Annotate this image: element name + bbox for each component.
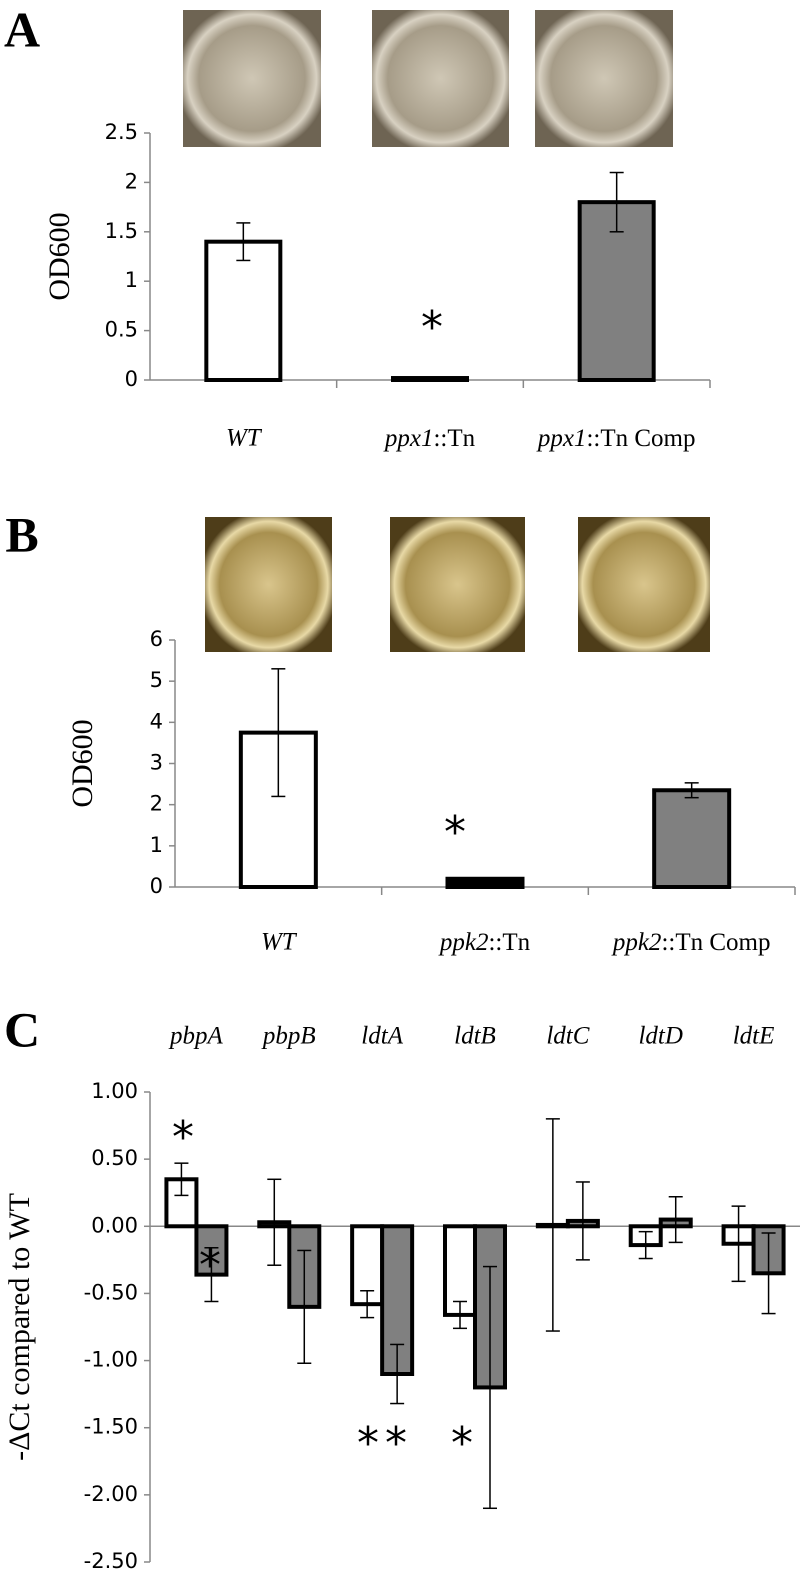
y-tick-label: 2: [125, 169, 138, 193]
photo: [390, 517, 525, 652]
y-tick-label: 0.00: [91, 1213, 138, 1237]
x-tick-label: ppk2::Tn: [438, 929, 531, 956]
x-tick-label: ldtE: [733, 1023, 775, 1050]
y-tick-label: 0.5: [105, 318, 138, 342]
significance-marker: *: [385, 1418, 407, 1469]
y-tick-label: -0.50: [84, 1280, 138, 1304]
y-axis-label: OD600: [43, 212, 76, 300]
x-tick-label: ppx1::Tn: [383, 425, 476, 452]
y-tick-label: 1: [125, 268, 138, 292]
y-tick-label: -2.50: [84, 1549, 138, 1572]
photo: [205, 517, 332, 652]
y-tick-label: -1.50: [84, 1415, 138, 1439]
photo: [535, 10, 673, 147]
y-tick-label: 0.50: [91, 1146, 138, 1170]
significance-marker: *: [199, 1240, 221, 1291]
photo: [183, 10, 321, 147]
y-tick-label: 1.00: [91, 1079, 138, 1103]
y-tick-label: 1.5: [105, 219, 138, 243]
x-tick-label: WT: [226, 425, 263, 452]
y-axis-label: -ΔCt compared to WT: [3, 1193, 36, 1461]
y-tick-label: 6: [150, 627, 163, 651]
y-axis-label: OD600: [66, 719, 99, 807]
panel-label: A: [4, 1, 40, 57]
significance-marker: *: [451, 1418, 473, 1469]
y-tick-label: 3: [150, 751, 163, 775]
panel-label: C: [4, 1001, 40, 1057]
y-tick-label: 2.5: [105, 120, 138, 144]
y-tick-label: 0: [150, 874, 163, 898]
significance-marker: *: [444, 807, 466, 858]
x-tick-label: ppk2::Tn Comp: [611, 929, 771, 956]
y-tick-label: 4: [150, 709, 163, 733]
x-tick-label: ldtB: [454, 1023, 496, 1050]
x-tick-label: WT: [261, 929, 298, 956]
well-photos: [183, 10, 710, 652]
x-tick-label: ppx1::Tn Comp: [536, 425, 696, 452]
x-tick-label: pbpA: [168, 1023, 224, 1050]
y-tick-label: -1.00: [84, 1348, 138, 1372]
y-tick-label: 5: [150, 668, 163, 692]
bar: [652, 788, 732, 890]
x-tick-label: ldtA: [361, 1023, 403, 1050]
bar: [391, 376, 469, 382]
bar: [204, 239, 283, 382]
significance-marker: *: [172, 1112, 194, 1163]
y-tick-label: -2.00: [84, 1482, 138, 1506]
x-tick-label: ldtC: [546, 1023, 589, 1050]
y-tick-label: 1: [150, 833, 163, 857]
x-tick-label: pbpB: [261, 1023, 316, 1050]
x-tick-label: ldtD: [638, 1023, 682, 1050]
significance-marker: *: [357, 1418, 379, 1469]
panel-label: B: [5, 506, 38, 562]
photo: [578, 517, 710, 652]
photo: [372, 10, 509, 147]
y-tick-label: 2: [150, 792, 163, 816]
significance-marker: *: [421, 302, 443, 353]
y-tick-label: 0: [125, 367, 138, 391]
bar: [445, 876, 525, 889]
